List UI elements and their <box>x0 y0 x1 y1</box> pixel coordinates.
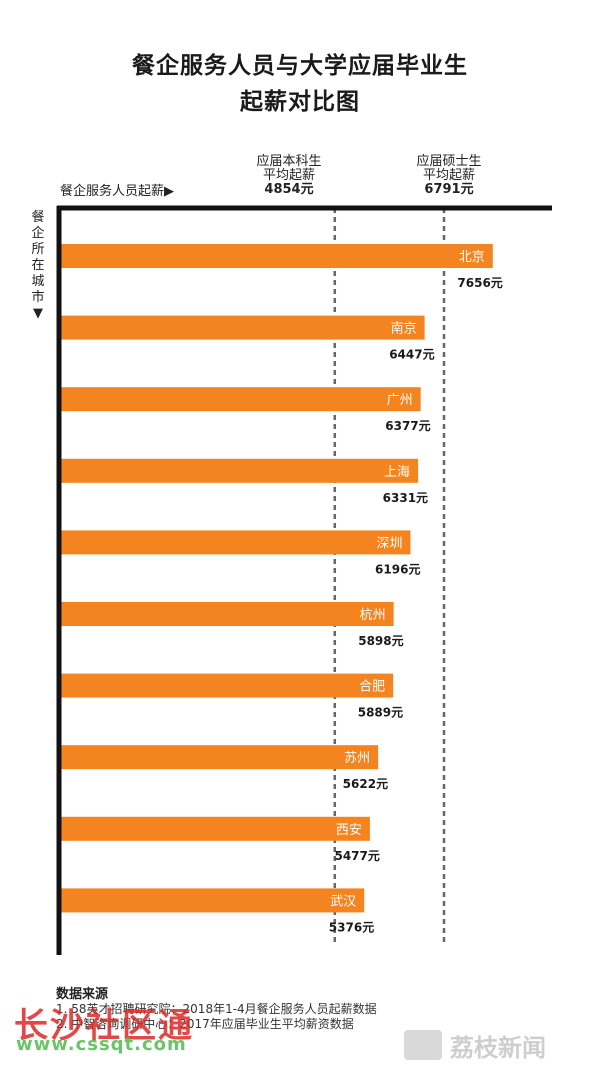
watermark-left: 长沙社区通 <box>14 1006 194 1046</box>
bar-value-label-3: 6331元 <box>383 491 428 505</box>
reference-label-bachelor: 应届本科生 平均起薪 4854元 <box>229 155 349 197</box>
bar-category-label-6: 合肥 <box>359 680 385 695</box>
chart-title-line-1: 餐企服务人员与大学应届毕业生 <box>132 53 468 79</box>
watermark-right-text: 荔枝新闻 <box>450 1034 546 1062</box>
reference-label-bachelor-line2: 平均起薪 <box>262 168 315 183</box>
source-line-2: 2. 中智咨询调研中心：2017年应届毕业生平均薪资数据 <box>56 1017 354 1031</box>
bar-5 <box>61 602 394 626</box>
bar-value-label-2: 6377元 <box>385 419 430 433</box>
bar-2 <box>61 387 421 412</box>
x-axis-label: 餐企服务人员起薪▶ <box>60 184 174 199</box>
bar-7 <box>61 745 379 770</box>
bar-category-label-5: 杭州 <box>360 608 386 623</box>
reference-label-master-line2: 平均起薪 <box>422 168 475 183</box>
bar-value-label-5: 5898元 <box>358 634 403 648</box>
bar-value-label-9: 5376元 <box>329 920 374 934</box>
bar-category-label-4: 深圳 <box>376 536 402 551</box>
bar-value-label-1: 6447元 <box>389 348 434 362</box>
reference-label-bachelor-line1: 应届本科生 <box>256 154 322 169</box>
bar-8 <box>61 816 370 841</box>
source-line-1: 1. 58英才招聘研究院：2018年1-4月餐企服务人员起薪数据 <box>56 1002 377 1016</box>
reference-label-master-line1: 应届硕士生 <box>416 154 482 169</box>
bar-category-label-8: 西安 <box>336 823 362 838</box>
bar-value-label-6: 5889元 <box>358 706 403 720</box>
bar-category-label-7: 苏州 <box>344 750 370 766</box>
y-axis-label: 餐企所在城市▼ <box>31 210 45 321</box>
sources-title: 数据来源 <box>56 987 109 1002</box>
watermark-logo-icon <box>404 1030 442 1060</box>
bar-1 <box>61 315 425 340</box>
reference-value-bachelor: 4854元 <box>264 182 314 197</box>
chart-title-line-2: 起薪对比图 <box>240 89 360 115</box>
watermark-right: 荔枝新闻 <box>404 1028 546 1063</box>
reference-value-master: 6791元 <box>424 182 474 197</box>
data-sources: 数据来源 1. 58英才招聘研究院：2018年1-4月餐企服务人员起薪数据 2.… <box>56 987 377 1032</box>
bar-3 <box>61 458 419 483</box>
bar-6 <box>61 673 394 698</box>
bar-4 <box>61 530 411 555</box>
bar-value-label-8: 5477元 <box>334 849 379 863</box>
bar-9 <box>61 888 365 913</box>
bar-value-label-4: 6196元 <box>375 562 420 576</box>
bar-category-label-3: 上海 <box>384 465 410 480</box>
bar-category-label-9: 武汉 <box>330 894 356 909</box>
bar-category-label-1: 南京 <box>391 321 417 337</box>
watermark-left-url: www.cssqt.com <box>16 1034 187 1055</box>
bar-value-label-0: 7656元 <box>457 276 502 290</box>
reference-label-master: 应届硕士生 平均起薪 6791元 <box>389 155 509 197</box>
bar-category-label-2: 广州 <box>387 393 413 408</box>
bar-category-label-0: 北京 <box>459 250 485 265</box>
bar-0 <box>61 244 493 268</box>
bar-value-label-7: 5622元 <box>343 777 388 791</box>
